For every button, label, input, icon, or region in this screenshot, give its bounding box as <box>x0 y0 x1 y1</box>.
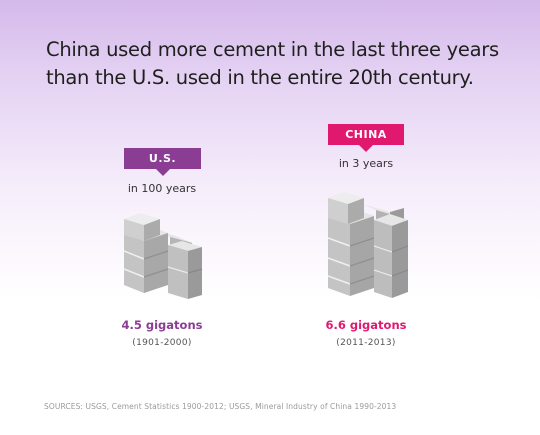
china-years: (2011-2013) <box>336 338 396 348</box>
china-value: 6.6 gigatons <box>325 318 407 332</box>
us-years: (1901-2000) <box>132 338 192 348</box>
us-cement-blocks <box>123 213 203 299</box>
china-period: in 3 years <box>338 157 394 170</box>
chart-title: China used more cement in the last three… <box>46 38 499 89</box>
china-block-stack <box>327 192 409 298</box>
china-badge-label: CHINA <box>345 128 387 141</box>
china-badge: CHINA <box>328 124 404 152</box>
us-badge: U.S. <box>124 148 201 176</box>
source-note: SOURCES: USGS, Cement Statistics 1900-20… <box>44 402 397 411</box>
us-badge-label: U.S. <box>148 152 177 165</box>
us-period: in 100 years <box>127 182 197 195</box>
us-value: 4.5 gigatons <box>121 318 203 332</box>
china-cement-blocks <box>327 192 409 298</box>
us-block-stack <box>123 213 203 299</box>
